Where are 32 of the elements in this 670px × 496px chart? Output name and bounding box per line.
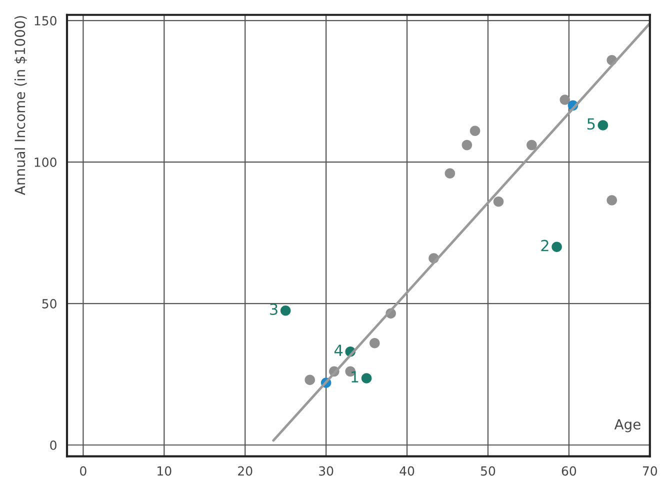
point — [361, 373, 372, 384]
point — [444, 168, 456, 178]
x-tick-label: 50 — [480, 466, 496, 476]
point — [304, 374, 316, 386]
y-tick-label: 50 — [42, 298, 56, 308]
y-tick-label: 0 — [50, 440, 56, 450]
point — [493, 196, 504, 207]
y-tick-label: 150 — [34, 16, 56, 26]
x-tick-label: 0 — [80, 466, 86, 476]
point — [369, 338, 380, 348]
point — [560, 94, 570, 105]
x-axis-title: Age — [614, 419, 640, 432]
x-tick-label: 40 — [400, 466, 414, 476]
x-tick-label: 20 — [238, 466, 252, 476]
annotation: 5 — [587, 118, 595, 130]
y-axis-title: Annual Income (in $1000) — [14, 16, 28, 196]
point — [462, 140, 472, 150]
point — [598, 120, 608, 130]
x-tick-label: 30 — [319, 466, 334, 476]
annotation: 4 — [334, 344, 343, 356]
x-tick-label: 60 — [562, 466, 576, 476]
point — [526, 140, 537, 150]
point — [470, 126, 480, 136]
x-tick-label: 70 — [642, 466, 658, 476]
annotation: 1 — [352, 371, 358, 382]
point — [280, 305, 291, 316]
y-tick-label: 100 — [34, 158, 56, 167]
annotation: 3 — [270, 303, 278, 316]
point — [606, 195, 617, 206]
point — [552, 242, 562, 252]
x-tick-label: 10 — [158, 466, 172, 476]
annotation: 2 — [541, 240, 548, 252]
